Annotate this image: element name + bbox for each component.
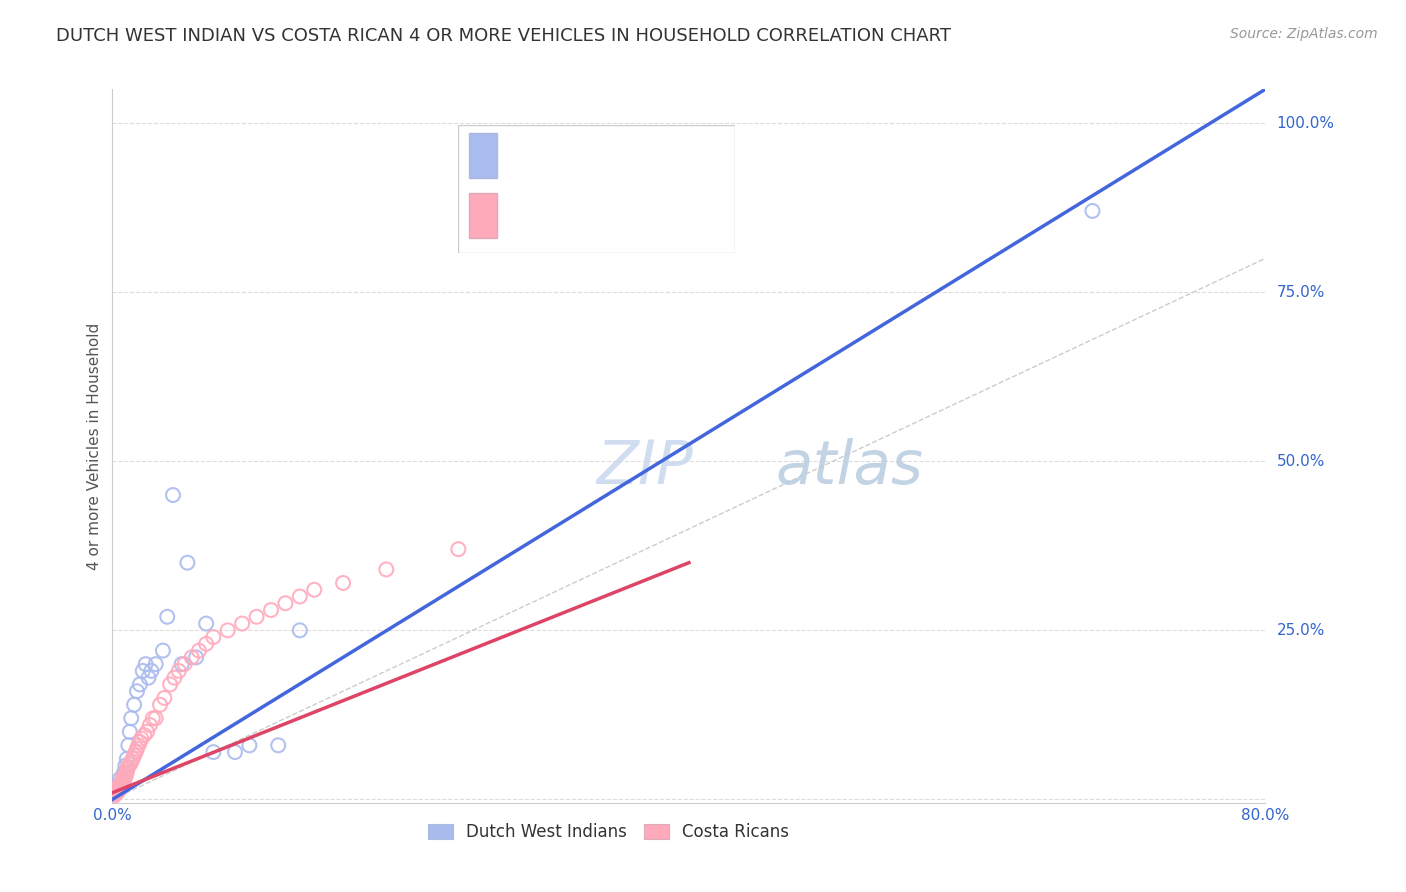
- Point: [260, 603, 283, 617]
- Text: 50.0%: 50.0%: [1277, 454, 1324, 468]
- Point: [142, 711, 165, 725]
- Point: [105, 782, 128, 797]
- Legend: Dutch West Indians, Costa Ricans: Dutch West Indians, Costa Ricans: [420, 817, 796, 848]
- Point: [115, 762, 138, 776]
- Point: [108, 772, 131, 786]
- Point: [112, 773, 135, 788]
- Point: [141, 664, 163, 678]
- Point: [105, 786, 128, 800]
- Point: [103, 786, 125, 800]
- Text: 100.0%: 100.0%: [1277, 116, 1334, 130]
- Point: [156, 609, 179, 624]
- Point: [105, 779, 128, 793]
- Point: [134, 728, 156, 742]
- Point: [202, 630, 225, 644]
- Point: [304, 582, 326, 597]
- Point: [195, 616, 218, 631]
- Point: [112, 765, 135, 780]
- Point: [231, 616, 253, 631]
- Text: Source: ZipAtlas.com: Source: ZipAtlas.com: [1230, 27, 1378, 41]
- Point: [138, 671, 160, 685]
- Text: 25.0%: 25.0%: [1277, 623, 1324, 638]
- Point: [202, 745, 225, 759]
- Point: [136, 724, 159, 739]
- Point: [145, 657, 167, 672]
- Point: [104, 782, 127, 797]
- Point: [238, 739, 260, 753]
- Point: [125, 741, 148, 756]
- Y-axis label: 4 or more Vehicles in Household: 4 or more Vehicles in Household: [87, 322, 103, 570]
- Point: [114, 766, 136, 780]
- Text: 75.0%: 75.0%: [1277, 285, 1324, 300]
- Point: [111, 778, 134, 792]
- Point: [107, 779, 129, 793]
- Point: [288, 590, 311, 604]
- Point: [180, 650, 202, 665]
- Point: [118, 757, 141, 772]
- Point: [110, 780, 132, 795]
- Point: [153, 690, 176, 705]
- Point: [103, 789, 125, 803]
- Point: [195, 637, 218, 651]
- Point: [115, 765, 138, 780]
- Point: [188, 643, 211, 657]
- Point: [108, 782, 131, 797]
- Point: [127, 739, 149, 753]
- Point: [104, 782, 127, 797]
- Point: [135, 657, 157, 672]
- Point: [121, 752, 143, 766]
- Point: [118, 724, 141, 739]
- Point: [375, 562, 398, 576]
- Point: [124, 745, 146, 759]
- Point: [120, 711, 142, 725]
- Point: [447, 542, 470, 557]
- Point: [107, 784, 129, 798]
- Point: [149, 698, 172, 712]
- Point: [1081, 203, 1104, 218]
- Point: [107, 780, 129, 795]
- Point: [128, 735, 150, 749]
- Point: [129, 731, 153, 746]
- Point: [159, 677, 181, 691]
- Point: [122, 698, 145, 712]
- Point: [117, 760, 139, 774]
- Point: [332, 576, 354, 591]
- Point: [217, 624, 239, 638]
- Text: ZIP: ZIP: [596, 438, 693, 497]
- Point: [112, 769, 135, 783]
- Point: [267, 739, 290, 753]
- Point: [120, 756, 142, 770]
- Point: [114, 770, 136, 784]
- Point: [122, 748, 145, 763]
- Point: [163, 671, 186, 685]
- Point: [132, 664, 155, 678]
- Point: [170, 657, 193, 672]
- Point: [176, 556, 198, 570]
- Point: [128, 677, 150, 691]
- Point: [152, 643, 174, 657]
- Point: [103, 786, 125, 800]
- Point: [111, 772, 134, 786]
- Point: [117, 739, 139, 753]
- Point: [184, 650, 207, 665]
- Text: atlas: atlas: [776, 438, 924, 497]
- Point: [274, 596, 297, 610]
- Point: [246, 609, 269, 624]
- Point: [145, 711, 167, 725]
- Point: [114, 758, 136, 772]
- Point: [125, 684, 148, 698]
- Text: DUTCH WEST INDIAN VS COSTA RICAN 4 OR MORE VEHICLES IN HOUSEHOLD CORRELATION CHA: DUTCH WEST INDIAN VS COSTA RICAN 4 OR MO…: [56, 27, 952, 45]
- Point: [110, 775, 132, 789]
- Point: [224, 745, 246, 759]
- Point: [162, 488, 184, 502]
- Point: [167, 664, 190, 678]
- Point: [104, 787, 127, 801]
- Point: [115, 752, 138, 766]
- Point: [173, 657, 195, 672]
- Point: [108, 779, 131, 793]
- Point: [288, 624, 311, 638]
- Point: [110, 775, 132, 789]
- Point: [111, 772, 134, 786]
- Point: [139, 718, 162, 732]
